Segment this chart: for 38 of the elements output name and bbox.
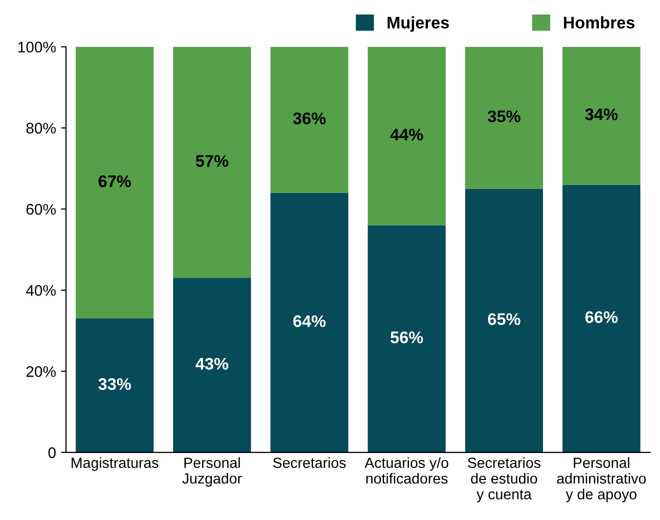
y-tick-label: 100%	[18, 42, 56, 52]
y-tick-label: 20%	[26, 366, 56, 377]
bar	[76, 318, 154, 452]
legend-label: Mujeres	[388, 16, 449, 32]
bar	[173, 278, 251, 452]
data-label: 56%	[390, 332, 423, 344]
bar	[465, 188, 544, 452]
bar	[270, 46, 348, 193]
bar	[76, 46, 154, 319]
legend-label: Hombres	[564, 16, 634, 29]
bar	[173, 46, 251, 278]
bar	[270, 192, 348, 452]
y-tick-label: 60%	[26, 204, 56, 215]
data-label: 36%	[293, 112, 326, 124]
data-label: 34%	[585, 108, 618, 120]
y-tick-label: 0	[48, 447, 56, 458]
y-tick-label: 80%	[26, 122, 56, 134]
x-tick-label: Secretarios de estudio y cuenta	[468, 457, 540, 502]
x-tick-label: Personal Juzgador	[182, 457, 242, 487]
x-tick-label: Actuarios y/o notificadores	[364, 457, 448, 484]
x-tick-label: Personal administrativo y de apoyo	[557, 457, 646, 502]
x-tick-label: Secretarios	[273, 457, 346, 468]
bar	[562, 184, 640, 452]
data-label: 33%	[98, 378, 131, 390]
data-label: 43%	[196, 358, 228, 370]
bar	[368, 46, 446, 226]
data-label: 44%	[390, 128, 423, 140]
data-label: 35%	[488, 110, 520, 122]
data-label: 66%	[585, 311, 618, 324]
bar	[465, 46, 544, 189]
x-tick-label: Magistraturas	[72, 457, 158, 471]
bar	[368, 225, 446, 452]
data-label: 65%	[488, 313, 520, 326]
data-label: 57%	[196, 155, 228, 167]
data-label: 64%	[293, 315, 326, 328]
y-tick-label: 40%	[26, 285, 56, 296]
bar	[562, 46, 640, 185]
data-label: 67%	[98, 175, 131, 188]
